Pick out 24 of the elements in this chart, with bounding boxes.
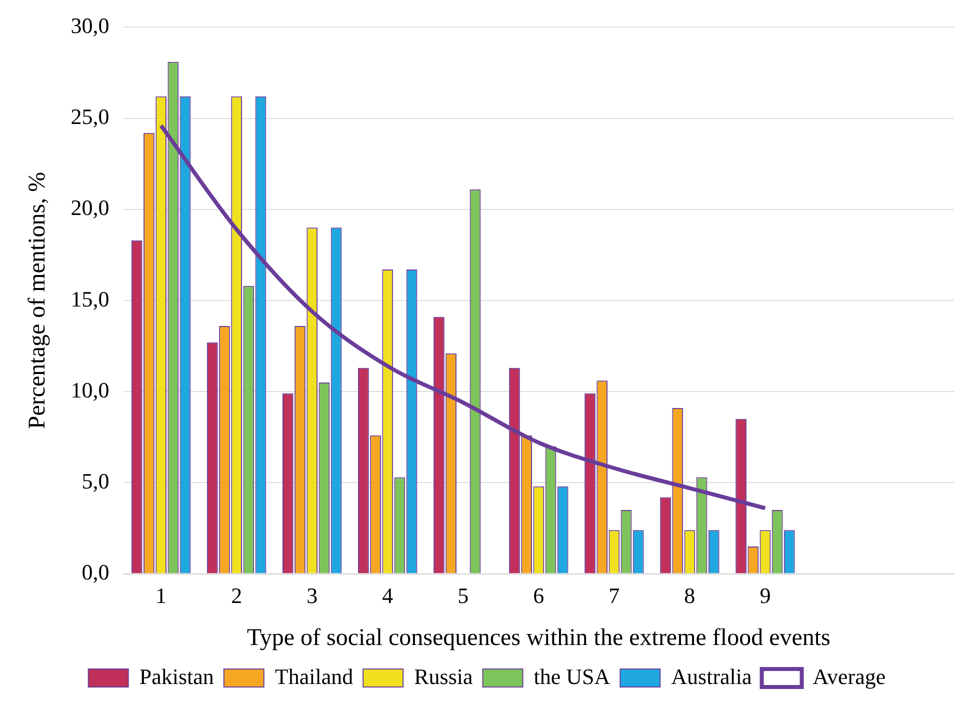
y-tick-label: 20,0: [70, 195, 110, 220]
y-tick-label: 25,0: [70, 104, 110, 130]
x-tick-label: 7: [608, 582, 620, 608]
y-tick-label: 30,0: [70, 12, 110, 38]
x-tick-label: 5: [458, 582, 469, 608]
x-tick-label: 1: [156, 582, 167, 608]
y-tick-label: 15,0: [70, 286, 110, 312]
x-tick-label: 6: [533, 582, 544, 608]
x-tick-label: 2: [231, 582, 242, 608]
legend-label: Average: [812, 664, 886, 689]
legend-label: Pakistan: [139, 664, 214, 689]
x-tick-label: 9: [760, 582, 771, 608]
x-tick-label: 4: [382, 582, 394, 608]
y-tick-label: 0,0: [82, 560, 110, 585]
x-tick-label: 8: [684, 582, 696, 608]
legend-label: the USA: [534, 664, 610, 689]
legend-label: Thailand: [274, 664, 354, 689]
legend-label: Russia: [414, 664, 473, 689]
x-tick-label: 3: [306, 582, 318, 608]
x-axis-title: Type of social consequences within the extreme flood events: [246, 624, 830, 651]
y-axis-title: Percentage of mentions, %: [24, 172, 51, 430]
legend-label: Australia: [671, 664, 752, 689]
y-tick-label: 5,0: [82, 468, 110, 494]
y-tick-label: 10,0: [70, 377, 110, 402]
